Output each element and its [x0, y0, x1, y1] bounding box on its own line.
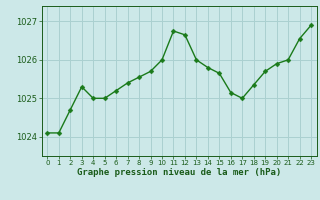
X-axis label: Graphe pression niveau de la mer (hPa): Graphe pression niveau de la mer (hPa) — [77, 168, 281, 177]
